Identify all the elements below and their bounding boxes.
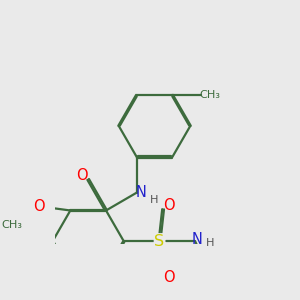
Text: O: O — [34, 200, 45, 214]
Text: O: O — [163, 198, 174, 213]
Text: CH₃: CH₃ — [1, 220, 22, 230]
Text: CH₃: CH₃ — [199, 90, 220, 100]
Text: N: N — [191, 232, 203, 247]
Text: S: S — [154, 234, 165, 249]
Text: N: N — [136, 185, 146, 200]
Text: H: H — [206, 238, 214, 248]
Text: O: O — [76, 168, 88, 183]
Text: H: H — [150, 195, 159, 205]
Text: O: O — [163, 269, 174, 284]
